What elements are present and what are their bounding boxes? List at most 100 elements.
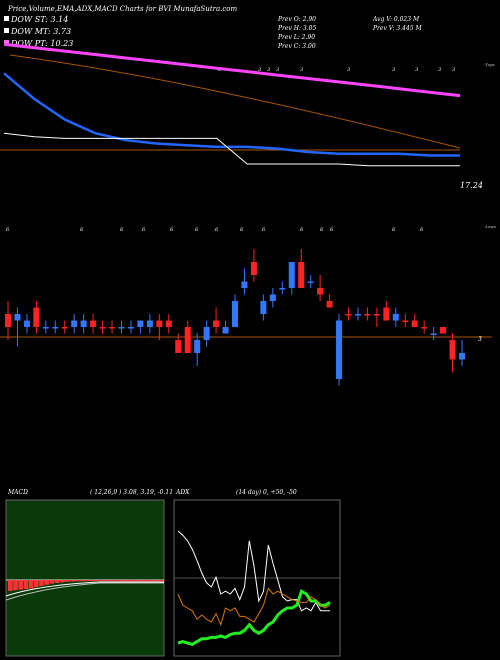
macd-hist-bar (39, 580, 44, 586)
candles (5, 249, 465, 386)
macd-hist-bar (70, 580, 75, 582)
legend-pt: DOW PT: 10.23 (10, 39, 73, 48)
mid-digit-mark: 6 (420, 227, 424, 233)
adx-line-orange (177, 587, 331, 627)
stat-avg-volume: Avg V: 0.023 M (372, 16, 420, 23)
candle-body (354, 314, 361, 316)
adx-params: (14 day) 0, +50, -50 (236, 489, 297, 496)
svg-text::: : (26, 489, 28, 496)
macd-hist-bar (86, 580, 91, 582)
macd-hist-bar (158, 580, 164, 582)
macd-title: MACD (7, 489, 28, 496)
mid-digit-mark: 6 (120, 227, 124, 233)
macd-hist-bar (106, 580, 112, 582)
candle-body (298, 262, 305, 288)
top-digit-mark: 3 (452, 67, 455, 73)
top-digit-mark: 3 (415, 67, 418, 73)
macd-hist-bar (96, 580, 101, 582)
candle-body (421, 327, 428, 329)
macd-signal-line (5, 582, 164, 601)
candle-body (279, 288, 286, 290)
candle-body (61, 327, 68, 329)
candle-body (127, 327, 134, 329)
candle-body (411, 320, 418, 327)
macd-hist-bar (49, 580, 55, 584)
candle-body (118, 327, 125, 329)
ema-slow-line (9, 54, 461, 149)
ema-line-mt (3, 72, 460, 157)
macd-hist-bar (44, 580, 49, 585)
legend-swatch-st (4, 16, 9, 21)
macd-panel (5, 499, 165, 657)
top-digit-mark: 3 (267, 67, 270, 73)
candle-body (137, 320, 144, 327)
mid-digit-mark: 6 (142, 227, 146, 233)
macd-hist-bar (112, 580, 117, 582)
candle-body (392, 314, 399, 321)
macd-line (5, 581, 164, 597)
stat-prev-volume: Prev V: 3.445 M (372, 25, 422, 32)
legend-swatch-mt (4, 28, 9, 33)
reference-price-label: 3 (478, 336, 482, 343)
top-price-label: 17.24 (460, 181, 483, 190)
adx-line-green (177, 588, 331, 647)
legend-st: DOW ST: 3.14 (10, 15, 68, 24)
candle-body (326, 301, 333, 308)
stat-prev-high: Prev H: 3.05 (277, 25, 316, 32)
candle-body (250, 262, 257, 275)
macd-hist-bar (138, 580, 143, 582)
macd-hist-bar (80, 580, 86, 582)
legend: DOW ST: 3.14 DOW MT: 3.73 DOW PT: 10.23 (4, 15, 73, 48)
candle-body (99, 327, 106, 329)
candle-body (288, 262, 295, 288)
macd-params: ( 12,26,9 ) 3.08, 3.19, -0.11 (90, 489, 173, 496)
candle-body (90, 320, 97, 327)
candle-body (194, 340, 201, 353)
adx-title: ADX (175, 489, 190, 496)
candle-body (336, 320, 343, 379)
top-digit-mark: 3 (300, 67, 303, 73)
candle-body (14, 314, 21, 321)
candle-body (33, 307, 40, 327)
mid-digit-mark: 6 (240, 227, 244, 233)
top-digit-mark: 3 (347, 67, 350, 73)
mid-digit-mark: 6 (330, 227, 334, 233)
macd-histogram (8, 580, 164, 591)
stat-prev-close: Prev C: 3.00 (277, 43, 316, 50)
candle-body (156, 320, 163, 327)
candle-body (5, 314, 11, 327)
macd-hist-bar (122, 580, 127, 582)
mid-digit-mark: 6 (215, 227, 219, 233)
macd-hist-bar (65, 580, 70, 582)
adx-line-white (177, 530, 330, 612)
stats-box: Prev O: 2.90 Prev H: 3.05 Prev L: 2.90 P… (277, 16, 422, 50)
macd-hist-bar (28, 580, 34, 589)
candle-body (459, 353, 465, 360)
legend-swatch-pt (4, 40, 9, 45)
macd-hist-bar (143, 580, 148, 582)
mid-digit-mark: 6 (300, 227, 304, 233)
macd-hist-bar (75, 580, 81, 582)
top-digit-mark: 3 (276, 67, 279, 73)
stat-prev-low: Prev L: 2.90 (277, 34, 315, 41)
macd-hist-bar (117, 580, 122, 582)
candle-body (430, 333, 437, 335)
ema-line-pt (3, 42, 461, 98)
macd-hist-bar (23, 580, 29, 589)
macd-hist-bar (8, 580, 13, 591)
candle-body (80, 320, 87, 327)
candle-body (203, 327, 210, 340)
candle-body (402, 320, 409, 322)
candle-body (23, 320, 30, 327)
candle-body (146, 320, 153, 327)
lows-label: -Lows (484, 224, 496, 229)
candle-body (222, 327, 229, 334)
macd-hist-bar (13, 580, 18, 591)
candle-body (71, 320, 78, 327)
top-digit-mark: 3 (258, 67, 261, 73)
macd-hist-bar (127, 580, 133, 582)
candle-body (241, 281, 248, 288)
ema-lines (0, 42, 461, 167)
candle-body (307, 281, 314, 283)
